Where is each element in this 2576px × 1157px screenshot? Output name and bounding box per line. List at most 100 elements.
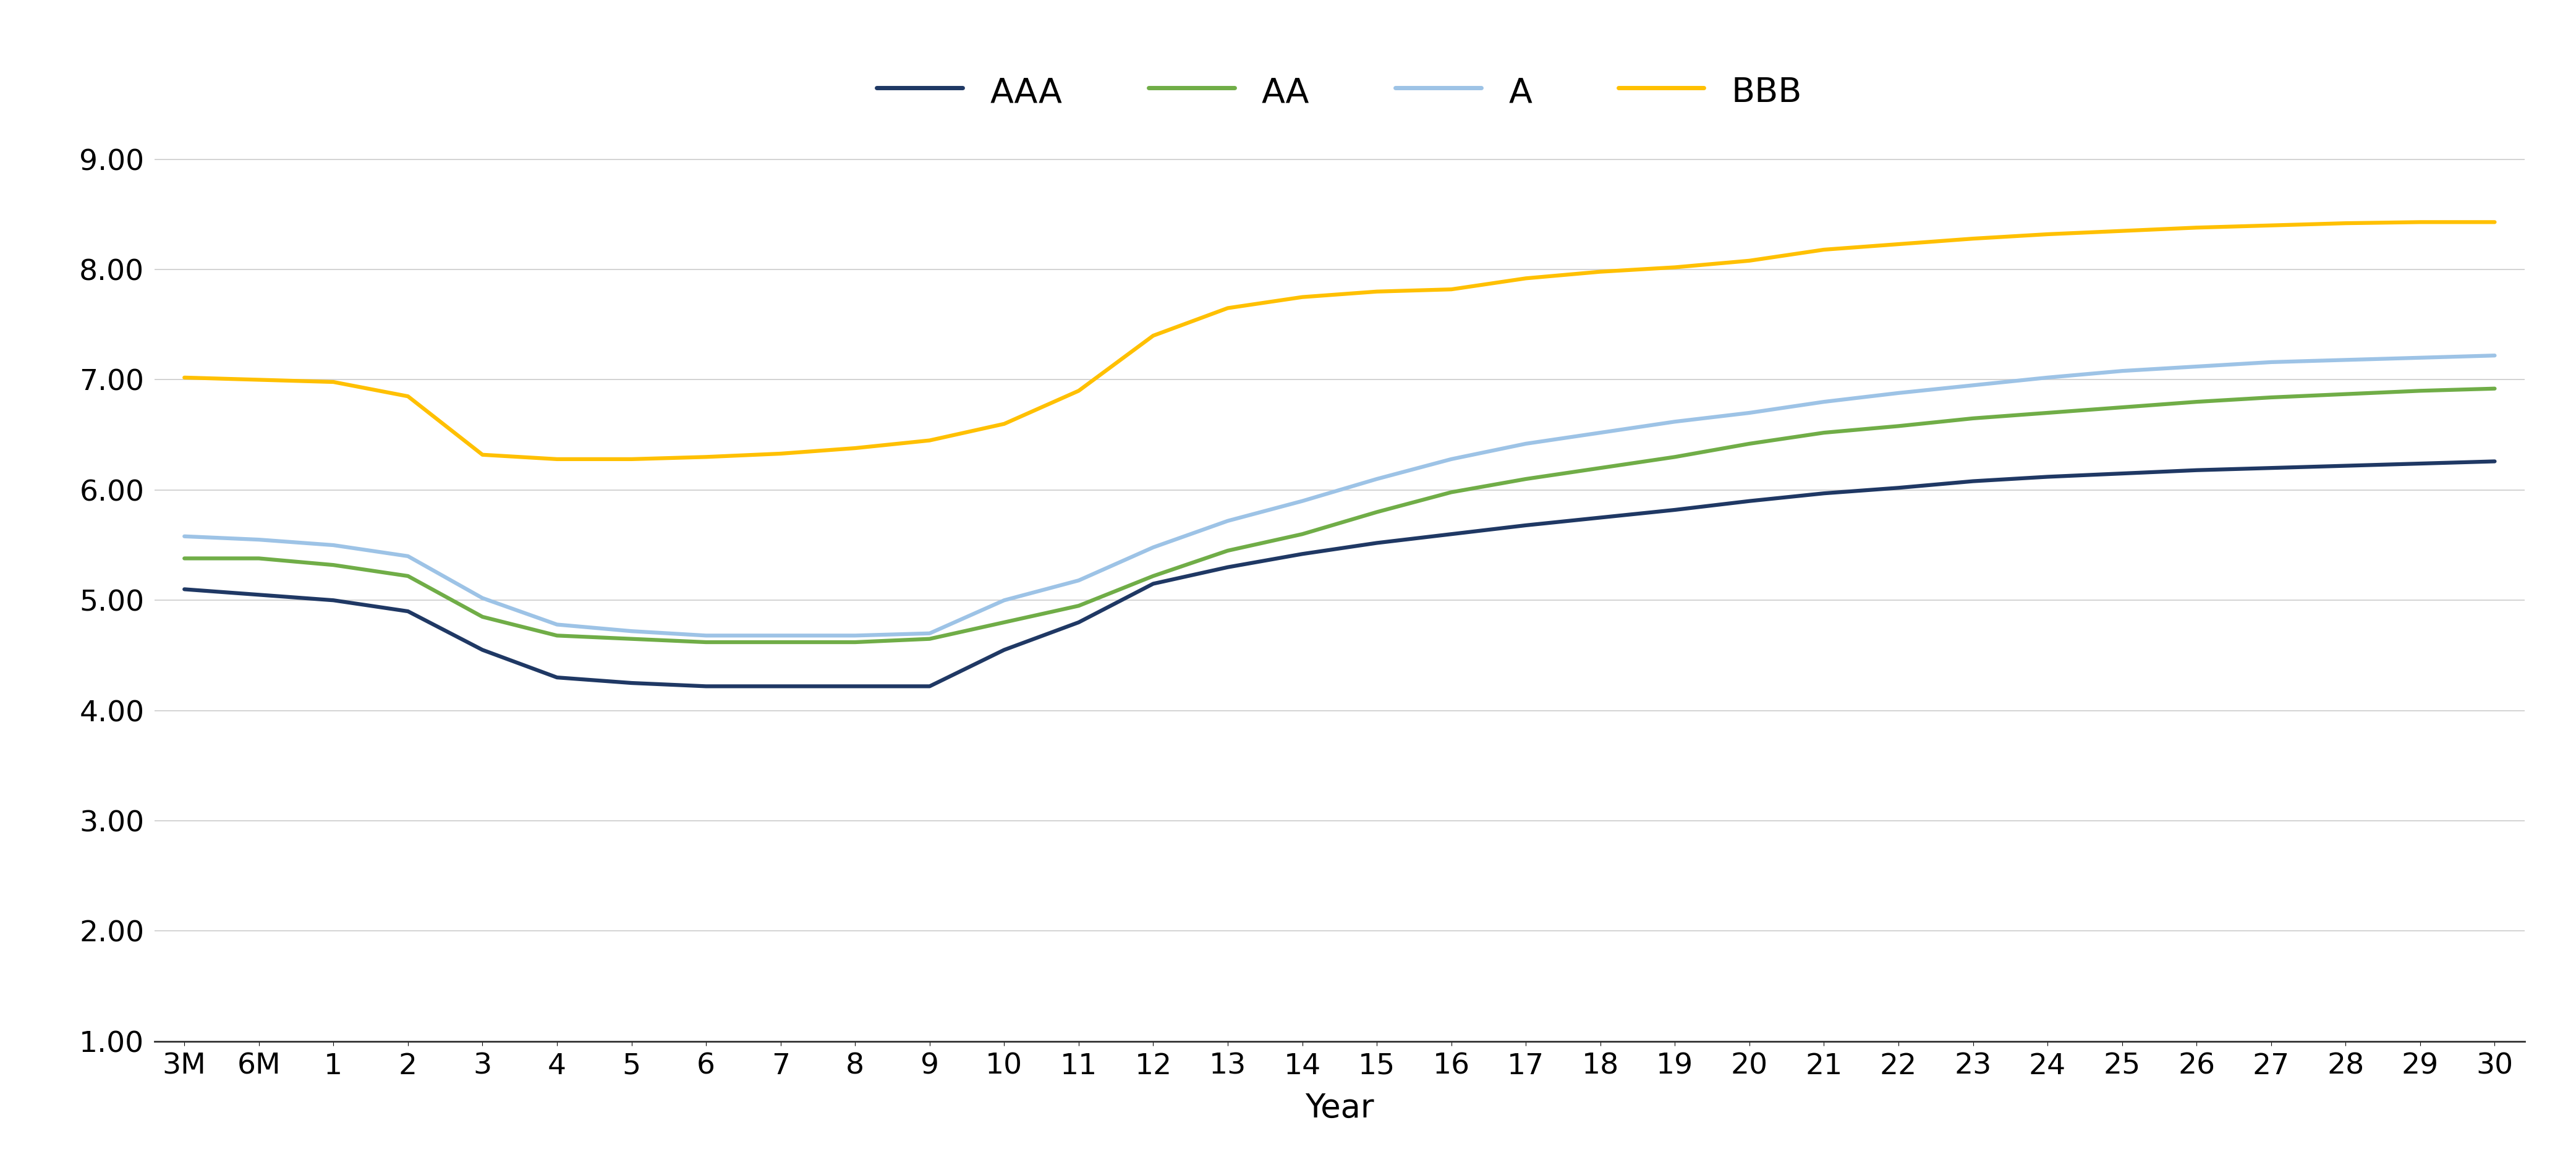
A (1064, 574, 1095, 588)
AAA (1584, 510, 1615, 524)
AA (2331, 388, 2362, 401)
BBB (989, 417, 1020, 430)
A (392, 550, 422, 563)
A (245, 532, 276, 546)
AAA (2403, 457, 2434, 471)
AAA (616, 676, 647, 690)
Line: AAA: AAA (185, 462, 2494, 686)
AA (1584, 460, 1615, 474)
AAA (1213, 560, 1244, 574)
A (1435, 452, 1466, 466)
AAA (317, 594, 348, 607)
Legend: AAA, AA, A, BBB: AAA, AA, A, BBB (860, 56, 1819, 126)
A (1958, 378, 1989, 392)
AA (2403, 384, 2434, 398)
AA (2257, 390, 2287, 404)
X-axis label: Year: Year (1306, 1092, 1373, 1125)
BBB (2032, 227, 2063, 241)
AA (914, 632, 945, 646)
AA (1064, 599, 1095, 613)
BBB (690, 450, 721, 464)
BBB (616, 452, 647, 466)
A (989, 594, 1020, 607)
AAA (1808, 486, 1839, 500)
AA (541, 628, 572, 642)
BBB (1360, 285, 1391, 299)
BBB (765, 447, 796, 460)
BBB (1510, 272, 1540, 286)
AAA (1659, 503, 1690, 517)
A (2257, 355, 2287, 369)
BBB (1064, 384, 1095, 398)
AA (690, 635, 721, 649)
AAA (1510, 518, 1540, 532)
AAA (245, 588, 276, 602)
A (170, 530, 201, 544)
A (466, 591, 497, 605)
A (541, 618, 572, 632)
A (2403, 351, 2434, 364)
AAA (1288, 547, 1319, 561)
AAA (541, 671, 572, 685)
A (1139, 540, 1170, 554)
BBB (1584, 265, 1615, 279)
Line: AA: AA (185, 389, 2494, 642)
AAA (1360, 536, 1391, 550)
BBB (1288, 290, 1319, 304)
AA (1360, 506, 1391, 519)
A (1659, 414, 1690, 428)
AA (466, 610, 497, 624)
AA (1958, 412, 1989, 426)
AAA (690, 679, 721, 693)
AAA (1435, 528, 1466, 541)
BBB (1883, 237, 1914, 251)
BBB (2403, 215, 2434, 229)
AA (1213, 544, 1244, 558)
AA (1510, 472, 1540, 486)
A (1584, 426, 1615, 440)
BBB (317, 375, 348, 389)
BBB (541, 452, 572, 466)
AA (170, 552, 201, 566)
BBB (1213, 301, 1244, 315)
A (317, 538, 348, 552)
BBB (2257, 219, 2287, 233)
A (914, 626, 945, 640)
Line: BBB: BBB (185, 222, 2494, 459)
AAA (1139, 577, 1170, 591)
AAA (1064, 616, 1095, 629)
AAA (1883, 481, 1914, 495)
AA (392, 569, 422, 583)
AA (2182, 395, 2213, 408)
AAA (914, 679, 945, 693)
A (2331, 353, 2362, 367)
AA (1288, 528, 1319, 541)
AAA (392, 604, 422, 618)
BBB (466, 448, 497, 462)
A (2182, 360, 2213, 374)
AA (245, 552, 276, 566)
BBB (1734, 253, 1765, 267)
BBB (245, 373, 276, 386)
AA (1808, 426, 1839, 440)
AAA (765, 679, 796, 693)
A (1808, 395, 1839, 408)
BBB (1958, 231, 1989, 245)
BBB (2107, 224, 2138, 238)
A (2107, 364, 2138, 378)
AA (765, 635, 796, 649)
AA (2478, 382, 2509, 396)
AAA (840, 679, 871, 693)
BBB (914, 434, 945, 448)
A (2478, 348, 2509, 362)
AA (1734, 437, 1765, 451)
A (1213, 514, 1244, 528)
AAA (170, 582, 201, 596)
A (1360, 472, 1391, 486)
Line: A: A (185, 355, 2494, 635)
A (765, 628, 796, 642)
A (690, 628, 721, 642)
A (2032, 370, 2063, 384)
AAA (2032, 470, 2063, 484)
AAA (2478, 455, 2509, 469)
